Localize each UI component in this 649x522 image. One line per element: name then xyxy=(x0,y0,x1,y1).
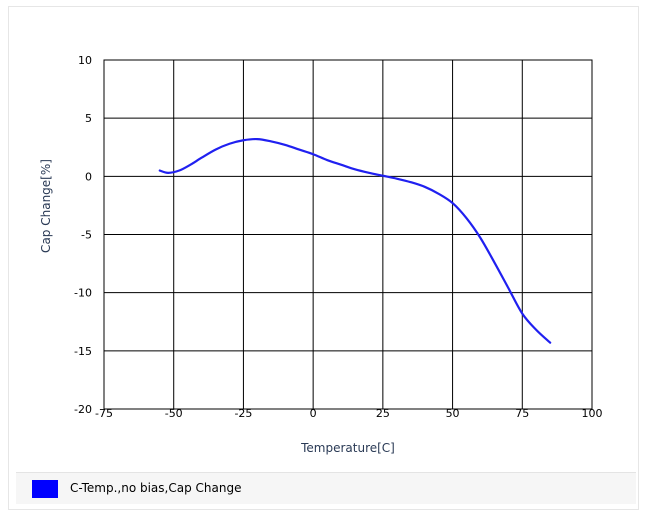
x-tick-label: 25 xyxy=(376,407,390,420)
series-line xyxy=(158,137,552,344)
y-tick-labels: 10 5 0 -5 -10 -15 -20 xyxy=(74,54,92,416)
grid-lines xyxy=(104,60,592,409)
legend-swatch xyxy=(32,480,58,498)
x-tick-label: 50 xyxy=(446,407,460,420)
y-tick-label: -20 xyxy=(74,403,92,416)
y-tick-label: -10 xyxy=(74,287,92,300)
x-axis-title: Temperature[C] xyxy=(300,441,395,455)
y-tick-label: 10 xyxy=(78,54,92,67)
y-tick-label: -5 xyxy=(81,229,92,242)
chart-frame xyxy=(8,6,639,510)
x-tick-label: -50 xyxy=(165,407,183,420)
y-tick-label: -15 xyxy=(74,345,92,358)
y-tick-label: 0 xyxy=(85,170,92,183)
legend-label: C-Temp.,no bias,Cap Change xyxy=(70,481,242,495)
x-tick-label: 100 xyxy=(582,407,603,420)
x-tick-label: 75 xyxy=(515,407,529,420)
series-layer xyxy=(158,137,552,344)
x-tick-label: -25 xyxy=(234,407,252,420)
x-tick-labels: -75 -50 -25 0 25 50 75 100 xyxy=(95,407,602,420)
y-axis-title: Cap Change[%] xyxy=(39,159,53,253)
legend: C-Temp.,no bias,Cap Change xyxy=(16,472,636,504)
x-tick-label: 0 xyxy=(310,407,317,420)
y-tick-label: 5 xyxy=(85,112,92,125)
x-tick-label: -75 xyxy=(95,407,113,420)
